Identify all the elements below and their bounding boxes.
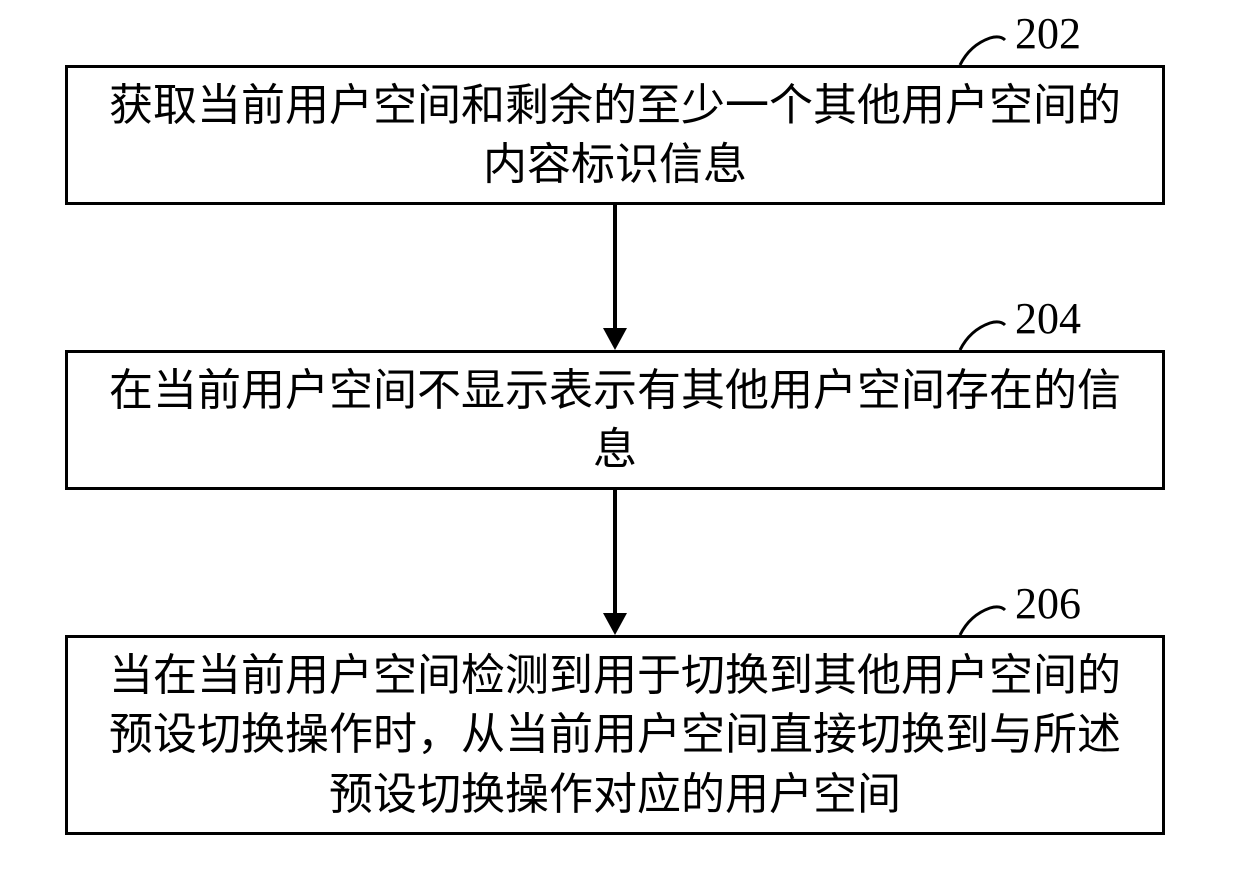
flowchart-box-206: 当在当前用户空间检测到用于切换到其他用户空间的预设切换操作时，从当前用户空间直接… <box>65 635 1165 835</box>
label-curve-204 <box>940 305 1020 355</box>
label-curve-206 <box>940 590 1020 640</box>
label-204: 204 <box>1015 293 1081 344</box>
box-206-text: 当在当前用户空间检测到用于切换到其他用户空间的预设切换操作时，从当前用户空间直接… <box>98 646 1132 824</box>
arrow-202-to-204 <box>613 205 617 328</box>
arrow-head-1 <box>603 328 627 350</box>
arrow-head-2 <box>603 613 627 635</box>
flowchart-box-202: 获取当前用户空间和剩余的至少一个其他用户空间的内容标识信息 <box>65 65 1165 205</box>
box-204-text: 在当前用户空间不显示表示有其他用户空间存在的信息 <box>98 361 1132 480</box>
box-202-text: 获取当前用户空间和剩余的至少一个其他用户空间的内容标识信息 <box>98 76 1132 195</box>
label-202: 202 <box>1015 8 1081 59</box>
flowchart-box-204: 在当前用户空间不显示表示有其他用户空间存在的信息 <box>65 350 1165 490</box>
arrow-204-to-206 <box>613 490 617 613</box>
label-206: 206 <box>1015 578 1081 629</box>
flowchart-container: 获取当前用户空间和剩余的至少一个其他用户空间的内容标识信息 202 在当前用户空… <box>0 0 1240 871</box>
label-curve-202 <box>940 20 1020 70</box>
